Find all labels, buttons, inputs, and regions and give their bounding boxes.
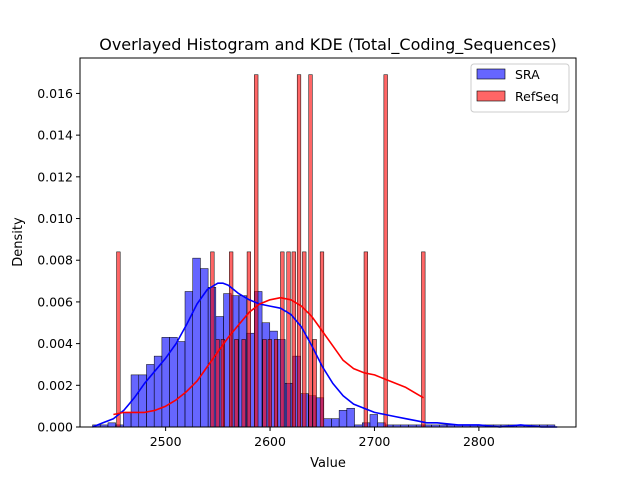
x-tick-label: 2700 bbox=[359, 434, 391, 449]
y-tick-label: 0.014 bbox=[37, 128, 73, 143]
chart-title: Overlayed Histogram and KDE (Total_Codin… bbox=[99, 35, 557, 55]
sra-bar bbox=[200, 268, 209, 428]
refseq-bar bbox=[246, 251, 251, 428]
refseq-bar bbox=[319, 251, 325, 428]
sra-bar bbox=[323, 418, 332, 428]
legend-label-sra: SRA bbox=[515, 67, 540, 82]
refseq-bar bbox=[421, 251, 426, 428]
sra-bar bbox=[192, 257, 201, 428]
legend-label-refseq: RefSeq bbox=[515, 89, 559, 104]
x-tick-label: 2500 bbox=[150, 434, 182, 449]
legend: SRA RefSeq bbox=[470, 63, 570, 113]
refseq-bar bbox=[302, 251, 307, 428]
sra-bar bbox=[369, 414, 378, 428]
refseq-bar bbox=[363, 251, 368, 428]
refseq-bar bbox=[308, 74, 313, 428]
refseq-bar bbox=[286, 251, 291, 428]
refseq-bar bbox=[273, 339, 279, 428]
y-axis-label: Density bbox=[11, 217, 26, 267]
refseq-bar bbox=[234, 339, 239, 428]
y-axis-ticks: 0.000 0.002 0.004 0.006 0.008 0.010 0.012 0.014… bbox=[37, 86, 80, 435]
refseq-bar bbox=[296, 74, 302, 428]
sra-bar bbox=[123, 412, 132, 428]
refseq-bar bbox=[254, 74, 259, 428]
y-tick-label: 0.004 bbox=[37, 336, 73, 351]
y-tick-label: 0.002 bbox=[37, 378, 73, 393]
sra-kde-line bbox=[92, 282, 558, 428]
refseq-bar bbox=[229, 251, 234, 428]
legend-swatch-refseq bbox=[476, 90, 506, 102]
sra-bar bbox=[107, 422, 116, 428]
sra-bar bbox=[331, 418, 340, 428]
y-tick-label: 0.008 bbox=[37, 253, 73, 268]
y-tick-label: 0.006 bbox=[37, 294, 73, 309]
axes-frame bbox=[79, 57, 577, 428]
refseq-bar bbox=[267, 339, 272, 428]
refseq-bar bbox=[383, 74, 388, 428]
refseq-bar bbox=[262, 339, 267, 428]
refseq-bar bbox=[241, 339, 246, 428]
y-tick-label: 0.000 bbox=[37, 420, 73, 435]
refseq-bar bbox=[220, 339, 225, 428]
sra-bar bbox=[177, 341, 186, 428]
x-tick-label: 2800 bbox=[463, 434, 495, 449]
refseq-bar bbox=[210, 251, 215, 428]
refseq-bar bbox=[116, 251, 121, 428]
x-axis-ticks: 2500 2600 2700 2800 bbox=[150, 427, 495, 449]
y-tick-label: 0.012 bbox=[37, 169, 73, 184]
x-tick-label: 2600 bbox=[254, 434, 286, 449]
x-axis-label: Value bbox=[310, 456, 346, 471]
sra-bar bbox=[184, 291, 193, 428]
refseq-kde-line bbox=[113, 296, 424, 416]
sra-bar bbox=[338, 410, 348, 428]
sra-bar bbox=[346, 407, 355, 428]
sra-bar bbox=[161, 337, 170, 428]
refseq-bar bbox=[291, 251, 296, 428]
refseq-bar bbox=[280, 251, 285, 428]
y-tick-label: 0.016 bbox=[37, 86, 73, 101]
legend-swatch-sra bbox=[476, 68, 506, 80]
y-tick-label: 0.010 bbox=[37, 211, 73, 226]
